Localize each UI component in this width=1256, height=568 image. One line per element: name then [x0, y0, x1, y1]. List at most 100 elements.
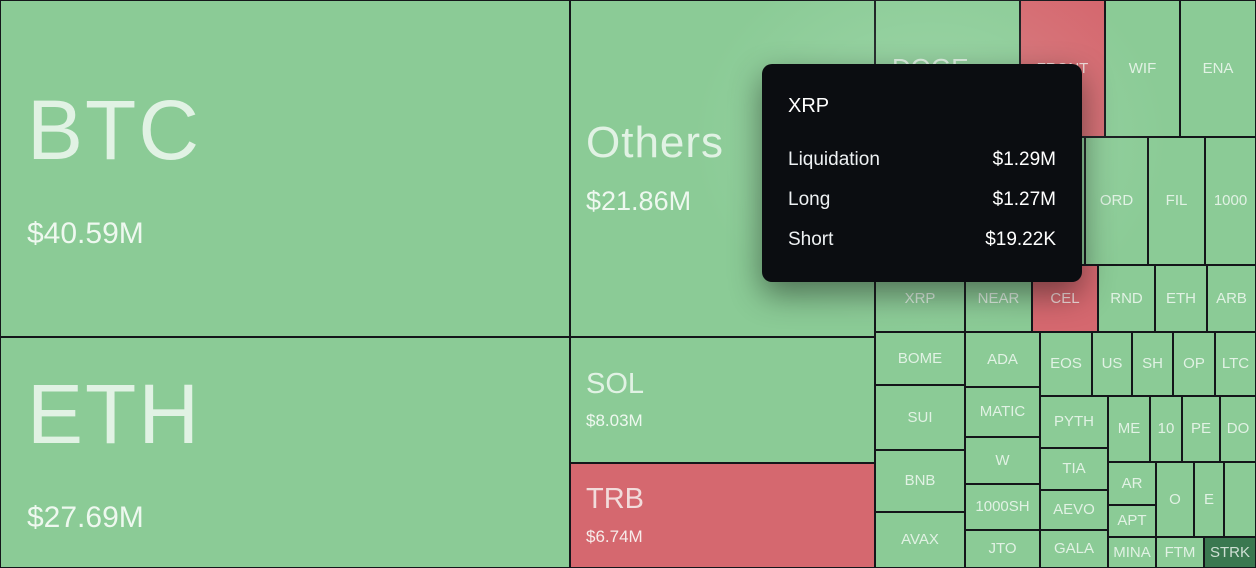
treemap-tile-btc[interactable]: BTC $40.59M — [0, 0, 570, 337]
treemap-tile-ena[interactable]: ENA — [1180, 0, 1256, 137]
tile-symbol: AVAX — [901, 531, 939, 549]
tile-symbol: SOL — [586, 367, 645, 400]
tooltip-symbol: XRP — [788, 95, 830, 117]
tile-symbol: STRK — [1209, 543, 1250, 561]
tile-symbol: ADA — [987, 350, 1018, 368]
tile-symbol: MINA — [1113, 543, 1151, 561]
tile-symbol: NEAR — [977, 289, 1020, 307]
tile-symbol: BNB — [904, 472, 936, 490]
treemap-tile-trb[interactable]: TRB $6.74M — [570, 463, 875, 568]
tooltip-row-short: Short $19.22K — [788, 228, 1056, 252]
treemap-tile-ada[interactable]: ADA — [965, 332, 1040, 387]
treemap-tile-op[interactable]: OP — [1173, 332, 1215, 396]
tile-symbol: FIL — [1165, 192, 1188, 210]
treemap-tile-tia[interactable]: TIA — [1040, 448, 1108, 490]
tile-value: $40.59M — [27, 216, 144, 250]
tile-symbol: ME — [1117, 420, 1141, 438]
treemap-tile-rnd[interactable]: RND — [1098, 265, 1155, 332]
tile-value: $8.03M — [586, 411, 643, 431]
treemap-tile-sui[interactable]: SUI — [875, 385, 965, 450]
treemap-tile-do[interactable]: DO — [1220, 396, 1256, 462]
treemap-tile-arb[interactable]: ARB — [1207, 265, 1256, 332]
tooltip-row-long: Long $1.27M — [788, 188, 1056, 212]
treemap-tile-ord[interactable]: ORD — [1085, 137, 1148, 265]
treemap-tile-avax[interactable]: AVAX — [875, 512, 965, 568]
tooltip-label: Liquidation — [788, 149, 880, 170]
tile-symbol: ETH — [1166, 289, 1196, 307]
treemap-tile-me[interactable]: ME — [1108, 396, 1150, 462]
tooltip-label: Short — [788, 229, 834, 250]
treemap-tile-o[interactable]: O — [1156, 462, 1194, 537]
tile-symbol: RND — [1110, 289, 1143, 307]
treemap-tile-eth[interactable]: ETH — [1155, 265, 1207, 332]
treemap-tile-pe[interactable]: PE — [1182, 396, 1220, 462]
treemap-tile-1000[interactable]: 1000 — [1205, 137, 1256, 265]
treemap-tile-1000sh[interactable]: 1000SH — [965, 484, 1040, 530]
treemap-tile-bome[interactable]: BOME — [875, 332, 965, 385]
tile-symbol: LTC — [1221, 355, 1250, 373]
tile-symbol: BOME — [897, 349, 943, 367]
treemap-tile-bnb[interactable]: BNB — [875, 450, 965, 512]
treemap-tile-eos[interactable]: EOS — [1040, 332, 1092, 396]
treemap-tile-gala[interactable]: GALA — [1040, 530, 1108, 568]
treemap-tile-ar[interactable]: AR — [1108, 462, 1156, 505]
treemap-tile-us[interactable]: US — [1092, 332, 1132, 396]
tile-symbol: US — [1101, 355, 1123, 373]
treemap-tile-eth[interactable]: ETH $27.69M — [0, 337, 570, 568]
tile-symbol: ARB — [1216, 289, 1247, 307]
tile-symbol: SUI — [907, 408, 933, 426]
tooltip-row-liquidation: Liquidation $1.29M — [788, 148, 1056, 172]
treemap-tile-w[interactable]: W — [965, 437, 1040, 484]
tile-symbol: AEVO — [1053, 501, 1095, 519]
treemap-tile-sol[interactable]: SOL $8.03M — [570, 337, 875, 463]
tile-value: $6.74M — [586, 526, 643, 546]
tile-symbol: FTM — [1164, 543, 1196, 561]
tile-symbol: ORD — [1099, 192, 1134, 210]
tile-symbol: PYTH — [1053, 413, 1094, 431]
tile-symbol: OP — [1183, 355, 1205, 373]
tile-symbol: XRP — [904, 289, 936, 307]
liquidation-tooltip: XRP Liquidation $1.29M Long $1.27M Short… — [762, 64, 1082, 282]
tile-symbol: CEL — [1050, 289, 1080, 307]
tooltip-value: $1.27M — [992, 189, 1056, 210]
tile-symbol: O — [1169, 490, 1181, 508]
tile-symbol: TIA — [1062, 460, 1086, 478]
treemap-tile-aevo[interactable]: AEVO — [1040, 490, 1108, 530]
tile-symbol: BTC — [27, 83, 201, 178]
treemap-tile-strk[interactable]: STRK — [1204, 537, 1256, 568]
tile-symbol: 10 — [1157, 420, 1175, 438]
tile-symbol: AR — [1121, 474, 1143, 492]
tile-value: $21.86M — [586, 186, 692, 217]
treemap-tile-e[interactable]: E — [1194, 462, 1224, 537]
treemap-tile-matic[interactable]: MATIC — [965, 387, 1040, 437]
treemap-tile-jto[interactable]: JTO — [965, 530, 1040, 568]
tile-value: $27.69M — [27, 500, 144, 534]
tile-symbol: PE — [1190, 420, 1211, 438]
treemap-tile-sh[interactable]: SH — [1132, 332, 1173, 396]
treemap-tile-ltc[interactable]: LTC — [1215, 332, 1256, 396]
tooltip-value: $19.22K — [985, 229, 1056, 250]
tile-symbol: MATIC — [979, 403, 1026, 421]
tile-symbol: JTO — [988, 540, 1017, 558]
tooltip-value: $1.29M — [992, 149, 1056, 170]
treemap-tile-pyth[interactable]: PYTH — [1040, 396, 1108, 448]
treemap-tile-10[interactable]: 10 — [1150, 396, 1182, 462]
tile-symbol: 1000SH — [975, 498, 1030, 516]
treemap-tile-mina[interactable]: MINA — [1108, 537, 1156, 568]
tile-symbol: WIF — [1128, 59, 1157, 77]
tooltip-label: Long — [788, 189, 831, 210]
tile-symbol: E — [1203, 490, 1214, 508]
tile-symbol: W — [995, 451, 1010, 469]
tile-symbol: ENA — [1202, 59, 1234, 77]
tile-symbol: 1000 — [1213, 192, 1248, 210]
treemap-tile-fil[interactable]: FIL — [1148, 137, 1205, 265]
tile-symbol: TRB — [586, 483, 644, 516]
treemap-tile-wif[interactable]: WIF — [1105, 0, 1180, 137]
treemap-tile-ftm[interactable]: FTM — [1156, 537, 1204, 568]
treemap-tile-apt[interactable]: APT — [1108, 505, 1156, 537]
treemap-tile-unlabeled-42[interactable] — [1224, 462, 1256, 537]
tile-symbol: DO — [1226, 420, 1250, 438]
tile-symbol: Others — [586, 117, 725, 167]
tile-symbol: SH — [1142, 355, 1163, 373]
